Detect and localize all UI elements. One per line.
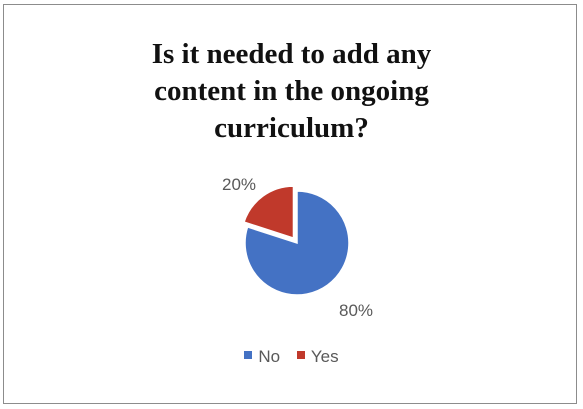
legend-item-yes: Yes (296, 347, 339, 367)
legend-label-no: No (258, 347, 281, 366)
legend-swatch-yes (296, 351, 305, 359)
chart-title-line-2: content in the ongoing (154, 75, 429, 107)
data-label-yes: 20% (222, 175, 256, 194)
pie-slice-no (244, 190, 350, 296)
data-label-no: 80% (339, 301, 373, 320)
chart-title: Is it needed to add any content in the o… (0, 36, 583, 147)
legend: No Yes (0, 347, 583, 367)
legend-swatch-no (244, 351, 253, 359)
legend-item-no: No (244, 347, 280, 367)
pie-slice-yes (243, 185, 295, 240)
legend-label-yes: Yes (310, 347, 339, 366)
chart-title-line-1: Is it needed to add any (151, 38, 432, 70)
pie-slices (243, 185, 350, 296)
chart-title-line-3: curriculum? (214, 112, 369, 144)
